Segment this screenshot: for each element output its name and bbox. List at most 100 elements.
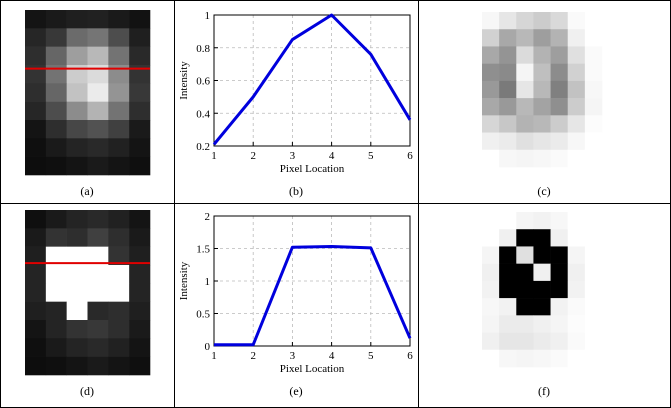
chart-b-xlabel: Pixel Location	[280, 163, 345, 175]
image-a-pixel	[66, 120, 88, 139]
image-c-pixel	[567, 46, 586, 64]
chart-b-ytick-label: 0.8	[196, 43, 210, 55]
image-c-pixel	[584, 98, 603, 116]
image-panel-f	[482, 212, 603, 368]
image-a-pixel	[25, 10, 47, 29]
image-f-pixel	[482, 332, 500, 351]
image-d-pixel	[87, 283, 109, 302]
image-d-pixel	[108, 210, 130, 229]
caption-f: (f)	[538, 384, 550, 398]
image-d-pixel	[66, 246, 88, 266]
image-d-pixel	[45, 320, 67, 339]
chart-e-xtick-label: 4	[329, 350, 335, 362]
image-d-pixel	[25, 265, 47, 284]
image-c-pixel	[499, 12, 517, 30]
image-f-pixel	[584, 229, 603, 247]
image-d-pixel	[87, 301, 109, 321]
image-f-pixel	[499, 280, 517, 299]
image-c-pixel	[584, 63, 603, 82]
chart-e-ytick-label: 0	[205, 341, 211, 353]
image-a-pixel	[87, 138, 109, 157]
chart-b-ytick-label: 0.6	[196, 76, 210, 88]
image-a-pixel	[129, 28, 151, 47]
image-d-pixel	[45, 338, 67, 357]
image-f-pixel	[516, 212, 534, 230]
chart-e-ylabel: Intensity	[178, 261, 190, 300]
image-d-pixel	[87, 228, 109, 247]
chart-b-series-line	[212, 13, 412, 146]
chart-b-ytick-label: 0.4	[196, 108, 210, 120]
image-a-pixel	[45, 83, 67, 102]
image-f-pixel	[482, 315, 500, 333]
image-c-pixel	[516, 149, 534, 168]
image-c-pixel	[533, 80, 551, 99]
image-a-pixel	[87, 46, 109, 66]
image-d-pixel	[129, 356, 151, 376]
image-a-pixel	[66, 10, 88, 29]
image-c-pixel	[584, 149, 603, 168]
image-f-pixel	[482, 212, 500, 230]
image-d-pixel	[108, 283, 130, 302]
image-c-pixel	[516, 132, 534, 151]
image-c-pixel	[584, 29, 603, 47]
image-a-pixel	[45, 46, 67, 66]
image-d-pixel	[45, 356, 67, 376]
chart-b-xtick-label: 5	[368, 150, 374, 162]
chart-b-xtick-label: 2	[250, 150, 256, 162]
image-c-pixel	[482, 63, 500, 82]
image-f-pixel	[499, 229, 517, 247]
image-c-pixel	[482, 80, 500, 99]
image-a-pixel	[25, 138, 47, 157]
image-f-pixel	[499, 212, 517, 230]
image-a-pixel	[87, 120, 109, 139]
image-d-pixel	[108, 356, 130, 376]
image-c-pixel	[533, 46, 551, 64]
image-f-pixel	[567, 349, 586, 368]
image-f-pixel	[567, 315, 586, 333]
image-d-pixel	[108, 338, 130, 357]
image-c-pixel	[516, 80, 534, 99]
image-f-pixel	[584, 349, 603, 368]
image-c-pixel	[482, 29, 500, 47]
image-c-pixel	[550, 98, 569, 116]
image-d-pixel	[45, 210, 67, 229]
image-c-pixel	[550, 46, 569, 64]
image-f-pixel	[584, 246, 603, 264]
image-f-pixel	[567, 229, 586, 247]
image-f-pixel	[584, 332, 603, 351]
chart-e-xlabel: Pixel Location	[280, 363, 345, 375]
image-c-pixel	[533, 132, 551, 151]
image-c-pixel	[499, 80, 517, 99]
image-f-pixel	[482, 263, 500, 282]
chart-e-xtick-label: 6	[407, 350, 413, 362]
image-d-pixel	[129, 246, 151, 266]
image-c-pixel	[567, 149, 586, 168]
image-c-pixel	[533, 63, 551, 82]
image-d-pixel	[25, 301, 47, 321]
image-f-pixel	[516, 349, 534, 368]
chart-panel-e: 1 2 3 4 5 6 0 0.5 1 1.5 2 Pixel Location Intensity	[178, 211, 413, 375]
image-d-pixel	[87, 356, 109, 376]
image-f-pixel	[516, 229, 534, 247]
image-f-pixel	[499, 298, 517, 316]
image-c-pixel	[533, 115, 551, 133]
image-c-pixel	[567, 98, 586, 116]
image-f-pixel	[482, 349, 500, 368]
image-c-pixel	[550, 12, 569, 30]
chart-b-ytick-label: 0.2	[196, 141, 210, 153]
image-d-pixel	[108, 320, 130, 339]
image-c-pixel	[499, 149, 517, 168]
image-d-pixel	[87, 320, 109, 339]
image-f-pixel	[584, 315, 603, 333]
image-f-pixel	[550, 280, 569, 299]
image-d-pixel	[25, 338, 47, 357]
image-f-pixel	[482, 229, 500, 247]
image-d-pixel	[45, 301, 67, 321]
image-c-pixel	[516, 29, 534, 47]
image-a-pixel	[129, 10, 151, 29]
image-d-pixel	[25, 228, 47, 247]
image-c-pixel	[482, 12, 500, 30]
image-a-pixel	[66, 28, 88, 47]
chart-b-xtick-label: 1	[211, 150, 217, 162]
